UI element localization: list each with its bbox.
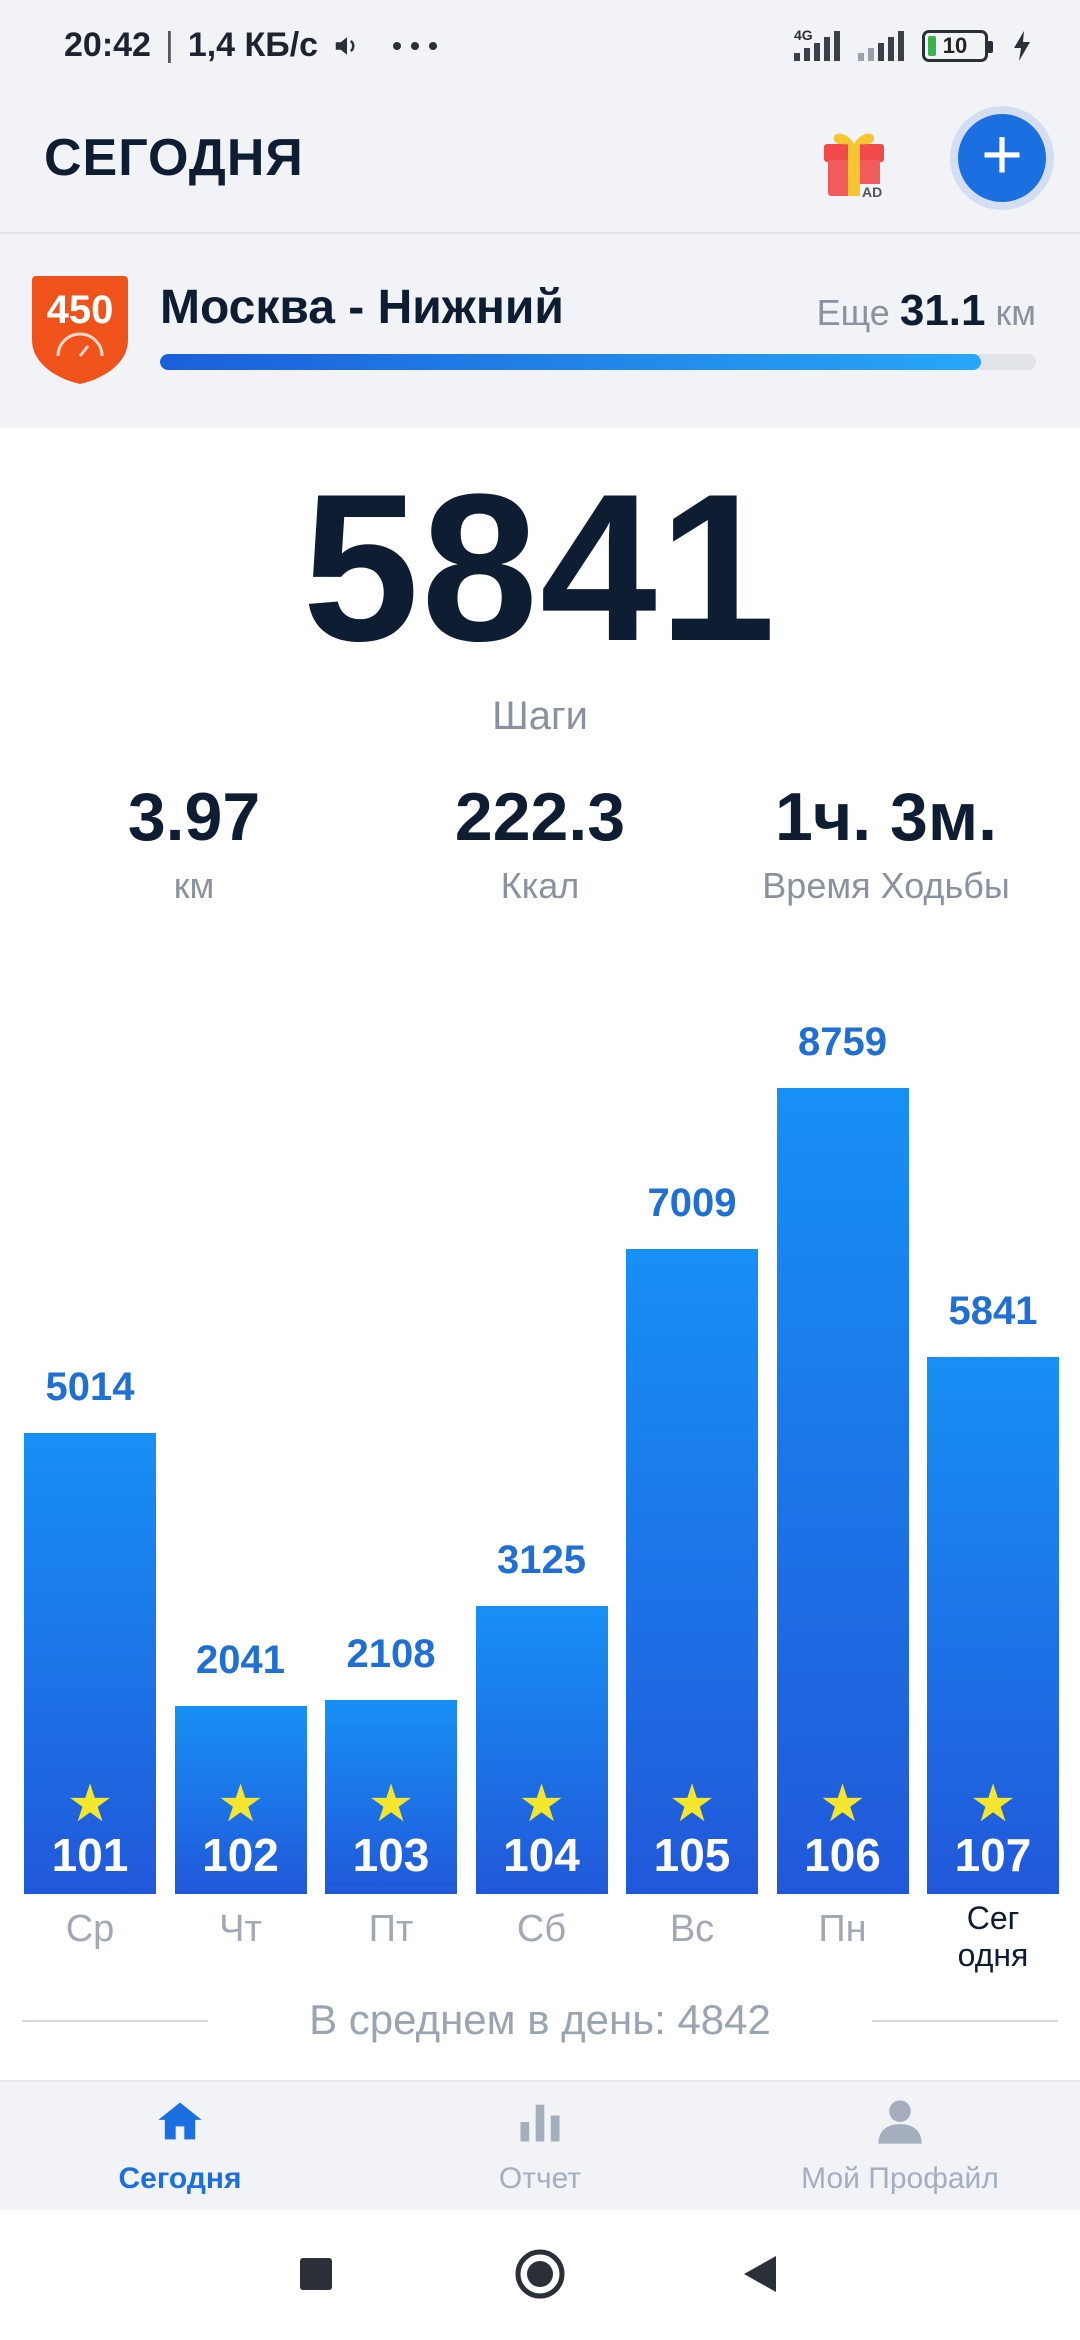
chart-bar[interactable]	[626, 1249, 758, 1894]
chart-bar-day-number: 107	[954, 1829, 1032, 1881]
route-remaining-prefix: Еще	[816, 292, 890, 333]
star-icon: ★	[819, 1775, 866, 1833]
status-time: 20:42	[64, 26, 151, 64]
chart-bar-day-number: 101	[51, 1829, 129, 1881]
status-right: 4G 10	[794, 27, 1032, 62]
chart-bar[interactable]	[927, 1357, 1059, 1894]
more-dots-icon	[393, 41, 438, 50]
recents-square-icon[interactable]	[298, 2256, 334, 2292]
chart-day-label-today: Сег одня	[957, 1900, 1029, 1973]
status-left: 20:42 | 1,4 КБ/с	[64, 26, 440, 65]
star-icon: ★	[367, 1775, 415, 1833]
calories-value: 222.3	[454, 779, 626, 855]
main-panel: 5841 Шаги 3.97 км 222.3 Ккал 1ч. 3м. Вре…	[0, 428, 1080, 2080]
star-icon: ★	[668, 1775, 716, 1833]
chart-bar-value-label: 7009	[647, 1181, 737, 1225]
calories-stat: 222.3 Ккал	[360, 780, 720, 907]
person-icon	[878, 2100, 922, 2144]
route-card[interactable]: 450 Москва - Нижний Еще 31.1 км	[0, 236, 1080, 428]
route-name: Москва - Нижний	[160, 281, 564, 334]
status-speed: 1,4 КБ/с	[187, 26, 319, 64]
chart-day-label: Чт	[219, 1908, 262, 1950]
chart-bar[interactable]	[776, 1088, 909, 1894]
walk-time-value: 1ч. 3м.	[774, 779, 998, 855]
route-progress-bar	[160, 354, 1036, 370]
star-icon: ★	[518, 1775, 565, 1833]
route-remaining-value: 31.1	[899, 286, 986, 335]
bottom-nav: Сегодня Отчет Мой Профайл	[0, 2080, 1080, 2210]
daily-average: В среднем в день: 4842	[309, 1996, 771, 2043]
battery-level: 10	[942, 33, 968, 58]
chart-bar-day-number: 106	[804, 1829, 881, 1881]
chart-bar-day-number: 105	[653, 1829, 731, 1881]
distance-stat: 3.97 км	[14, 780, 374, 907]
network-type: 4G	[794, 27, 813, 43]
chart-bar-day-number: 104	[503, 1829, 580, 1881]
chart-bar-value-label: 5014	[45, 1365, 135, 1409]
home-icon	[158, 2102, 202, 2140]
average-divider-left	[22, 2020, 208, 2022]
chart-day-label: Пт	[368, 1908, 414, 1950]
gift-ad-label: AD	[860, 184, 885, 200]
app-header: СЕГОДНЯ AD +	[0, 96, 1080, 234]
walk-time-label: Время Ходьбы	[762, 864, 1010, 906]
average-divider-right	[872, 2020, 1058, 2022]
nav-today-label: Сегодня	[118, 2162, 242, 2195]
chart-bar-value-label: 3125	[497, 1538, 586, 1582]
route-progress-fill	[160, 354, 981, 370]
chart-bar-value-label: 2108	[346, 1632, 436, 1676]
chart-bar-day-number: 102	[202, 1829, 279, 1881]
route-badge: 450	[28, 272, 132, 386]
nav-profile-label: Мой Профайл	[801, 2162, 999, 2195]
plus-icon: +	[980, 115, 1024, 195]
status-bar: 20:42 | 1,4 КБ/с 4G 10	[0, 0, 1080, 96]
star-icon: ★	[66, 1775, 114, 1833]
shield-badge-icon	[32, 276, 128, 384]
steps-label: Шаги	[492, 694, 588, 738]
calories-label: Ккал	[500, 864, 580, 906]
bar-chart-icon	[520, 2104, 560, 2142]
nav-report-label: Отчет	[498, 2162, 582, 2195]
chart-day-label: Вс	[669, 1908, 715, 1950]
chart-bar[interactable]	[174, 1706, 307, 1894]
route-badge-number: 450	[46, 288, 114, 332]
chart-bar-value-label: 2041	[196, 1638, 285, 1682]
chart-day-label: Сб	[516, 1908, 567, 1950]
gift-ad-button[interactable]: AD	[820, 122, 890, 204]
nav-profile[interactable]: Мой Профайл	[750, 2096, 1050, 2196]
route-remaining-unit: км	[995, 292, 1037, 333]
chart-day-label: Пн	[818, 1908, 867, 1950]
chart-bar[interactable]	[325, 1700, 457, 1894]
chart-bar-day-number: 103	[352, 1829, 430, 1881]
distance-value: 3.97	[127, 779, 261, 855]
nav-report[interactable]: Отчет	[390, 2096, 690, 2196]
signal-icon: 4G	[794, 27, 840, 61]
walk-time-stat: 1ч. 3м. Время Ходьбы	[706, 780, 1066, 907]
chart-bar[interactable]	[475, 1606, 608, 1894]
chart-bar-value-label: 5841	[948, 1289, 1038, 1333]
chart-day-label: Ср	[65, 1908, 115, 1950]
volume-icon	[335, 36, 355, 55]
home-circle-icon[interactable]	[514, 2248, 566, 2300]
chart-bar-value-label: 8759	[798, 1020, 887, 1064]
system-nav-bar	[0, 2210, 1080, 2340]
star-icon: ★	[217, 1775, 264, 1833]
star-icon: ★	[969, 1775, 1017, 1833]
back-triangle-icon[interactable]	[742, 2254, 778, 2294]
battery-icon: 10	[922, 30, 993, 62]
add-button[interactable]: +	[950, 106, 1054, 210]
signal-icon-2	[858, 31, 904, 61]
chart-bar[interactable]	[24, 1433, 156, 1894]
steps-count: 5841	[302, 450, 778, 685]
nav-today[interactable]: Сегодня	[30, 2096, 330, 2196]
steps-bar-chart: 5014 ★ 101 Ср 2041 ★ 102 Чт 2108 ★ 103 Пт 3125 ★ 104 Сб…	[0, 428, 1080, 2080]
page-title: СЕГОДНЯ	[44, 129, 304, 187]
route-remaining: Еще 31.1 км	[817, 286, 1036, 336]
distance-label: км	[173, 864, 215, 906]
charging-icon	[1014, 31, 1030, 61]
